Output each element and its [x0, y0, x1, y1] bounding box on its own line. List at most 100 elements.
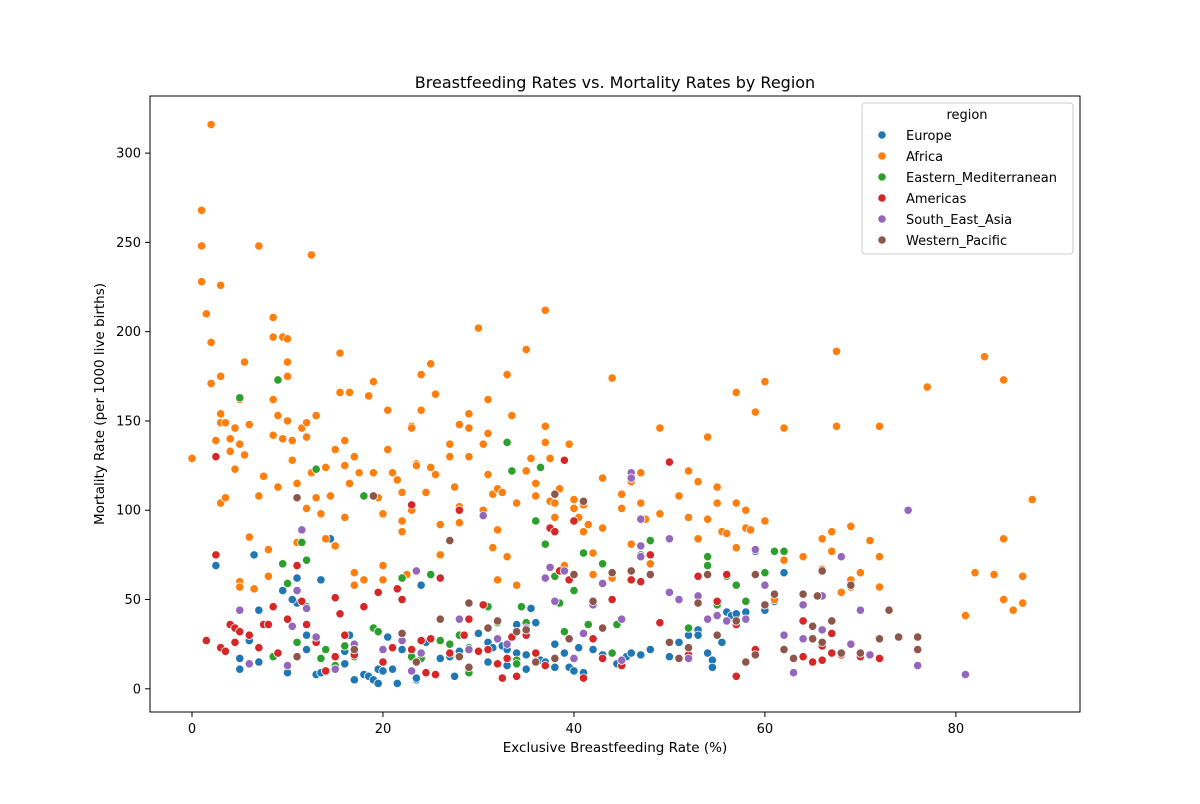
point-americas	[282, 614, 293, 624]
point-africa	[340, 436, 350, 446]
plot-frame	[149, 95, 1081, 713]
point-africa	[354, 468, 364, 478]
y-tick-label: 150	[116, 414, 141, 429]
point-americas	[335, 609, 345, 619]
point-africa	[249, 584, 259, 594]
point-africa	[368, 377, 379, 387]
point-south-east-asia	[559, 566, 569, 576]
point-south-east-asia	[664, 534, 675, 544]
point-south-east-asia	[636, 552, 646, 562]
point-south-east-asia	[454, 614, 464, 624]
point-africa	[492, 525, 503, 535]
point-africa	[999, 594, 1009, 605]
point-africa	[683, 466, 694, 476]
point-europe	[521, 664, 531, 674]
point-eastern-mediterranean	[645, 535, 655, 546]
legend-label-americas: Americas	[906, 192, 967, 207]
point-africa	[211, 436, 221, 446]
point-western-pacific	[913, 644, 923, 655]
point-africa	[693, 477, 703, 487]
point-africa	[397, 516, 407, 526]
point-western-pacific	[846, 580, 856, 590]
point-eastern-mediterranean	[445, 639, 455, 649]
point-south-east-asia	[636, 514, 646, 524]
point-africa	[268, 430, 278, 440]
point-americas	[693, 571, 703, 581]
point-africa	[703, 432, 713, 442]
point-europe	[521, 650, 531, 660]
point-western-pacific	[588, 596, 598, 606]
point-africa	[426, 359, 436, 369]
point-western-pacific	[626, 566, 636, 576]
point-europe	[779, 568, 789, 578]
point-africa	[831, 346, 842, 356]
point-africa	[306, 250, 316, 260]
point-south-east-asia	[301, 603, 312, 614]
point-americas	[817, 655, 827, 665]
point-africa	[445, 439, 455, 449]
point-western-pacific	[454, 652, 464, 662]
point-western-pacific	[550, 489, 560, 499]
point-africa	[278, 434, 288, 444]
point-africa	[922, 382, 932, 392]
point-americas	[445, 648, 455, 658]
point-americas	[712, 596, 722, 606]
point-americas	[340, 630, 350, 640]
legend-title: region	[946, 108, 987, 123]
point-africa	[311, 411, 321, 421]
point-western-pacific	[569, 569, 579, 580]
point-western-pacific	[913, 632, 923, 642]
point-south-east-asia	[779, 630, 789, 640]
point-eastern-mediterranean	[516, 602, 527, 612]
point-americas	[827, 648, 837, 658]
point-south-east-asia	[330, 664, 340, 674]
point-south-east-asia	[664, 587, 675, 597]
point-western-pacific	[597, 623, 608, 633]
point-americas	[512, 671, 522, 681]
point-south-east-asia	[569, 653, 579, 664]
point-western-pacific	[760, 600, 770, 610]
point-africa	[426, 462, 436, 472]
x-axis-ticks: 0 20 40 60 80	[188, 712, 964, 737]
point-africa	[531, 478, 541, 489]
point-africa	[292, 478, 302, 489]
point-europe	[397, 644, 407, 655]
point-africa	[1018, 571, 1028, 581]
point-americas	[478, 600, 488, 610]
point-europe	[301, 644, 312, 655]
point-western-pacific	[855, 648, 865, 658]
point-europe	[254, 605, 264, 615]
point-africa	[330, 541, 340, 551]
point-eastern-mediterranean	[278, 559, 288, 569]
point-eastern-mediterranean	[512, 659, 522, 669]
point-africa	[483, 428, 493, 439]
point-western-pacific	[779, 644, 789, 655]
point-africa	[263, 544, 273, 555]
point-americas	[502, 653, 512, 664]
point-africa	[321, 462, 331, 472]
legend-box	[861, 102, 1074, 255]
point-south-east-asia	[244, 659, 254, 669]
point-africa	[225, 446, 235, 456]
point-europe	[626, 648, 636, 658]
point-south-east-asia	[741, 614, 751, 624]
point-africa	[225, 434, 235, 444]
point-americas	[607, 594, 617, 605]
point-americas	[473, 646, 484, 656]
point-africa	[588, 569, 598, 580]
point-africa	[273, 482, 283, 492]
point-europe	[373, 678, 383, 689]
point-americas	[645, 550, 655, 560]
point-africa	[617, 489, 627, 499]
point-africa	[387, 468, 398, 478]
point-europe	[249, 550, 259, 560]
point-south-east-asia	[550, 596, 560, 606]
point-africa	[779, 423, 789, 433]
point-africa	[636, 498, 646, 508]
point-africa	[550, 512, 560, 522]
point-south-east-asia	[798, 634, 808, 644]
point-europe	[559, 648, 569, 658]
point-europe	[550, 639, 560, 649]
point-africa	[521, 466, 531, 476]
point-eastern-mediterranean	[273, 375, 283, 385]
